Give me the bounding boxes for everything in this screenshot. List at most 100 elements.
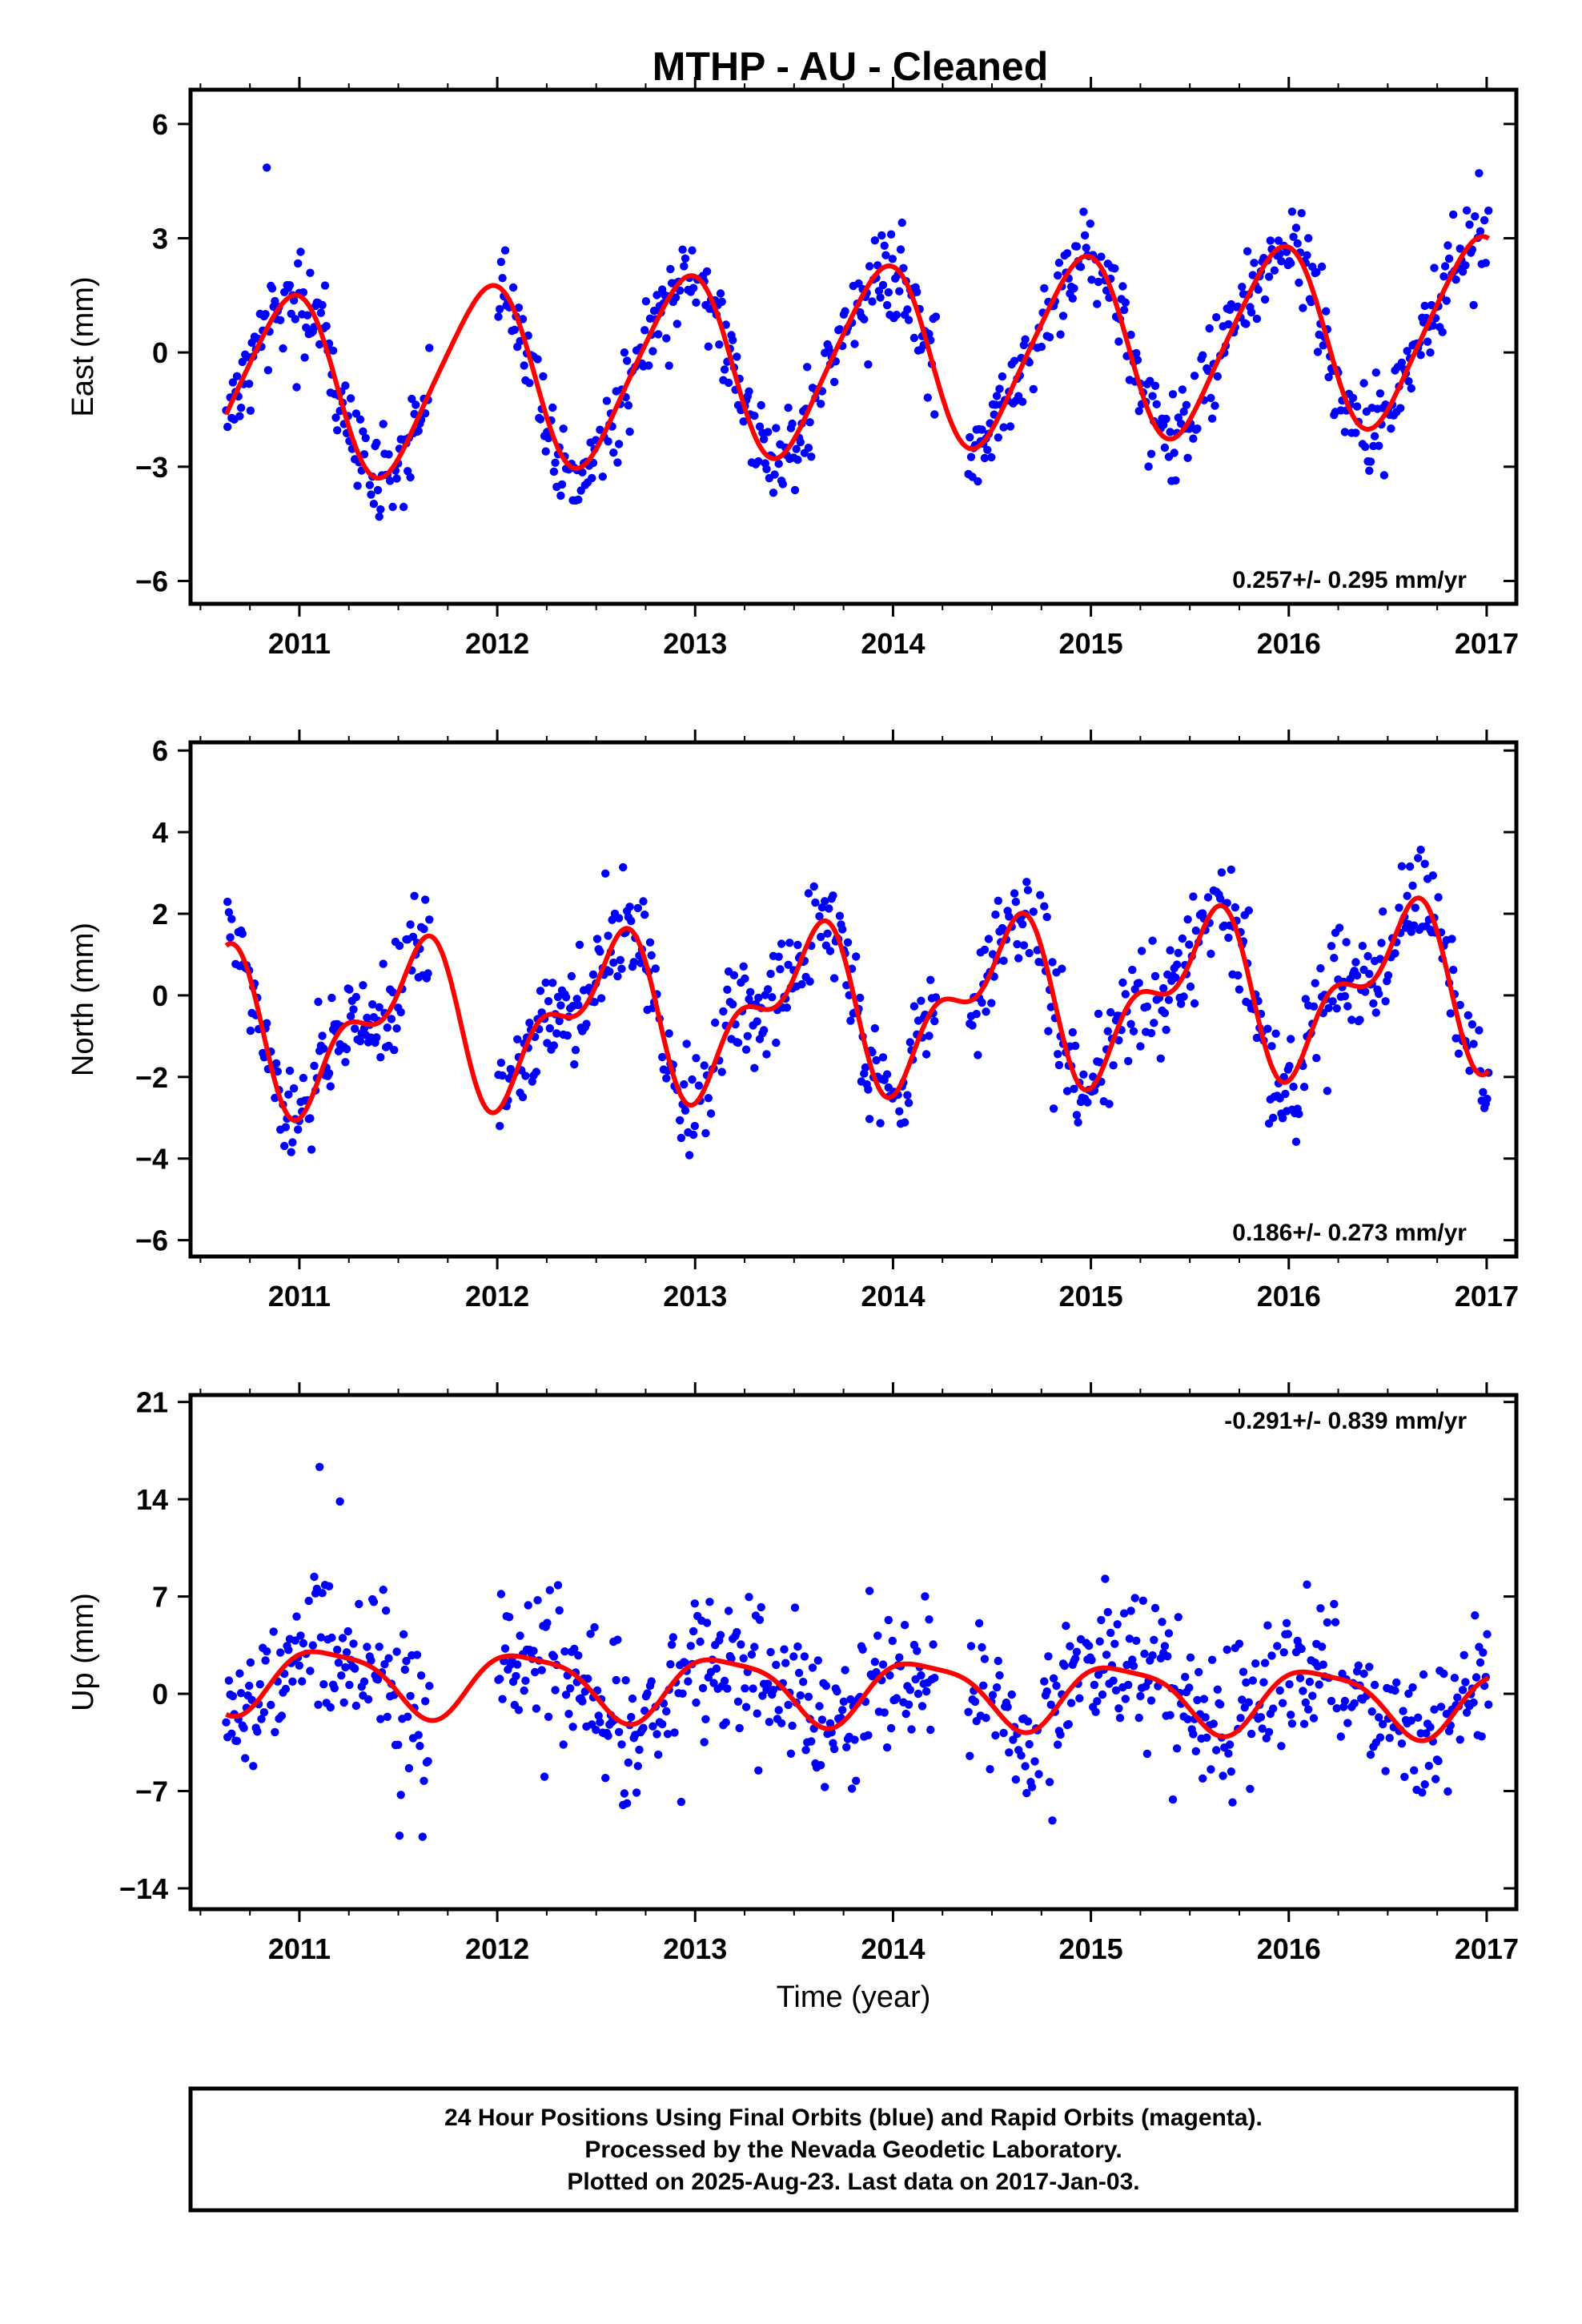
- data-point: [804, 1692, 813, 1701]
- data-point: [1420, 301, 1429, 311]
- data-point: [901, 1709, 910, 1719]
- data-point: [355, 415, 365, 424]
- data-point: [1115, 1714, 1125, 1723]
- data-point: [1361, 987, 1370, 996]
- data-point: [717, 297, 726, 306]
- data-point: [1355, 1015, 1364, 1024]
- data-point: [692, 1698, 701, 1707]
- data-point: [525, 1019, 534, 1027]
- data-point: [537, 1666, 546, 1675]
- data-point: [333, 426, 342, 435]
- data-point: [1299, 1083, 1309, 1092]
- data-point: [759, 1026, 769, 1035]
- data-point: [764, 428, 773, 436]
- data-point: [1054, 1050, 1062, 1059]
- data-point: [1484, 206, 1493, 215]
- data-point: [682, 1039, 691, 1048]
- y-tick-label: 3: [152, 222, 168, 255]
- data-point: [1322, 307, 1331, 316]
- data-point: [774, 1706, 783, 1715]
- data-point: [1056, 330, 1065, 339]
- data-point: [1150, 1603, 1160, 1613]
- data-point: [518, 1092, 528, 1102]
- data-point: [590, 998, 599, 1007]
- data-point: [882, 1743, 892, 1752]
- data-point: [878, 1053, 888, 1062]
- data-point: [1252, 314, 1262, 324]
- data-point: [627, 1712, 636, 1722]
- data-point: [1030, 1757, 1039, 1766]
- data-point: [1090, 1680, 1099, 1690]
- data-point: [1231, 903, 1240, 912]
- data-point: [536, 987, 545, 995]
- data-point: [1110, 264, 1119, 273]
- data-point: [1449, 210, 1458, 219]
- data-point: [545, 1586, 554, 1594]
- data-point: [1479, 1648, 1488, 1657]
- data-point: [1282, 1618, 1291, 1628]
- x-tick-label: 2017: [1455, 1280, 1519, 1313]
- data-point: [277, 1711, 287, 1720]
- data-point: [772, 1038, 781, 1047]
- data-point: [1436, 1703, 1446, 1711]
- data-point: [1068, 1027, 1078, 1037]
- data-point: [1238, 1695, 1247, 1704]
- data-point: [753, 1017, 761, 1026]
- data-point: [640, 1707, 649, 1715]
- data-point: [1207, 1765, 1215, 1774]
- data-point: [1227, 1767, 1236, 1776]
- data-point: [1011, 897, 1021, 907]
- data-point: [508, 283, 518, 292]
- data-point: [232, 1736, 242, 1746]
- data-point: [747, 1650, 757, 1659]
- data-point: [1371, 1008, 1381, 1017]
- data-point: [1439, 1669, 1448, 1679]
- data-point: [288, 1677, 297, 1686]
- data-point: [363, 1642, 371, 1651]
- data-point: [369, 500, 379, 509]
- data-point: [226, 933, 235, 942]
- data-point: [1203, 1733, 1211, 1742]
- data-point: [719, 1007, 728, 1016]
- data-point: [1342, 938, 1351, 947]
- data-point: [1121, 990, 1130, 999]
- data-point: [662, 334, 671, 343]
- data-point: [1201, 1713, 1210, 1722]
- data-point: [825, 947, 835, 955]
- data-point: [1464, 1011, 1473, 1020]
- data-point: [1443, 241, 1452, 250]
- data-point: [917, 996, 926, 1005]
- data-point: [998, 372, 1007, 381]
- data-point: [514, 1706, 524, 1715]
- data-point: [829, 891, 837, 900]
- data-point: [750, 1063, 759, 1072]
- data-point: [892, 311, 901, 320]
- data-point: [1259, 1678, 1268, 1687]
- data-point: [1354, 1661, 1363, 1670]
- data-point: [1351, 428, 1360, 437]
- data-point: [1118, 282, 1127, 291]
- data-point: [1323, 1087, 1332, 1096]
- data-point: [1274, 236, 1283, 245]
- data-point: [995, 384, 1004, 393]
- data-point: [838, 925, 847, 934]
- data-point: [1066, 1699, 1076, 1707]
- data-point: [1110, 1639, 1119, 1648]
- data-point: [1128, 965, 1137, 975]
- data-point: [1254, 285, 1263, 294]
- data-point: [296, 1631, 305, 1640]
- data-point: [520, 1686, 528, 1695]
- data-point: [704, 342, 713, 351]
- data-point: [1332, 1004, 1341, 1013]
- data-point: [870, 1023, 880, 1033]
- data-point: [1168, 1795, 1178, 1804]
- data-point: [337, 1671, 346, 1680]
- data-point: [604, 1731, 612, 1740]
- data-point: [641, 297, 651, 306]
- data-point: [1021, 1762, 1030, 1771]
- data-point: [716, 1630, 725, 1639]
- data-point: [816, 400, 825, 408]
- data-point: [999, 1728, 1008, 1738]
- data-point: [1385, 1734, 1394, 1743]
- data-point: [557, 480, 567, 489]
